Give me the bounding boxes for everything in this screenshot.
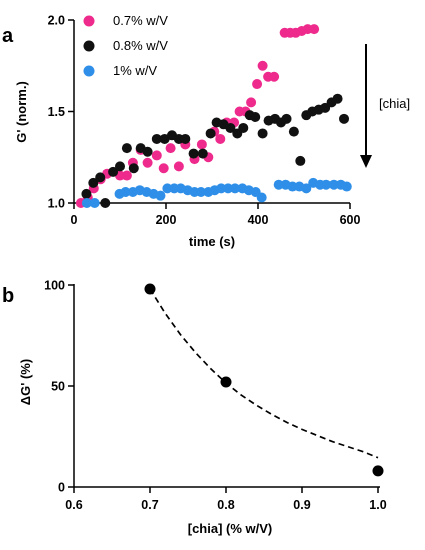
panel-b-label: b [2, 285, 14, 307]
data-point-series-2 [273, 179, 284, 190]
arrow-head-icon [360, 155, 372, 168]
data-point-series-2 [321, 179, 332, 190]
panel-b-y-tick-label: 100 [44, 279, 65, 293]
panel-a-y-tick-label: 2.0 [48, 14, 65, 28]
panel-b-x-tick-label: 0.9 [293, 498, 310, 512]
data-point-series-0 [121, 170, 132, 181]
panel-b-y-tick-label: 50 [51, 380, 65, 394]
chia-annotation-label: [chia] [379, 96, 410, 111]
data-point-series-1 [238, 122, 249, 133]
panel-b-x-tick-label: 0.8 [217, 498, 234, 512]
data-point-series-2 [155, 190, 166, 201]
data-point-series-1 [188, 148, 199, 159]
legend-marker-0p7 [83, 15, 95, 27]
panel-b-y-tick-label: 0 [58, 481, 65, 495]
data-point-series-1 [281, 113, 292, 124]
data-point-series-0 [257, 60, 268, 71]
data-point-series-2 [256, 192, 267, 203]
data-point-series-2 [162, 183, 173, 194]
data-point-series-2 [341, 181, 352, 192]
panel-b: b 0.6 0.7 0.8 0.9 1.0 0 50 100 ΔG' (%) [chia] (… [2, 279, 387, 537]
data-point-series-0 [173, 161, 184, 172]
data-point-series-1 [151, 133, 162, 144]
data-point-series-0 [165, 143, 176, 154]
legend-marker-1p0 [83, 65, 95, 77]
data-point-series-1 [288, 126, 299, 137]
data-point-series-1 [295, 155, 306, 166]
panel-a-ticks: 0 200 400 600 1.0 1.5 2.0 [48, 14, 361, 228]
panel-a-x-tick-label: 0 [71, 213, 78, 227]
data-point-series-1 [88, 177, 99, 188]
data-point-series-2 [287, 181, 298, 192]
data-point-series-1 [81, 188, 92, 199]
data-point-series-1 [128, 163, 139, 174]
legend-label-0p8: 0.8% w/V [113, 38, 168, 53]
legend-label-0p7: 0.7% w/V [113, 13, 168, 28]
panel-a: a 0 200 400 600 1.0 1.5 2.0 G' (norm.) time (s… [2, 13, 410, 249]
panel-b-x-axis-title: [chia] (% w/V) [188, 521, 273, 536]
data-point-series-0 [252, 79, 263, 90]
panel-a-x-tick-label: 400 [248, 213, 269, 227]
panel-a-y-tick-label: 1.5 [48, 105, 65, 119]
data-point [372, 465, 384, 477]
data-point-series-1 [180, 133, 191, 144]
data-point-series-1 [142, 146, 153, 157]
data-point-series-2 [223, 183, 234, 194]
data-point-series-0 [309, 24, 320, 35]
data-point-series-2 [81, 198, 92, 208]
panel-a-x-tick-label: 600 [340, 213, 361, 227]
data-point [220, 376, 232, 388]
data-point-series-2 [230, 183, 240, 194]
panel-a-points [75, 24, 352, 208]
data-point-series-1 [121, 143, 132, 154]
legend-marker-0p8 [83, 40, 95, 52]
data-point-series-1 [108, 166, 119, 177]
panel-b-ticks: 0.6 0.7 0.8 0.9 1.0 0 50 100 [44, 279, 387, 513]
data-point-series-0 [246, 97, 257, 108]
panel-b-points [144, 283, 384, 477]
panel-b-y-axis-title: ΔG' (%) [18, 359, 33, 405]
chia-arrow-annotation: [chia] [360, 44, 410, 168]
data-point-series-1 [115, 161, 125, 172]
data-point-series-2 [301, 183, 312, 194]
panel-b-x-tick-label: 0.6 [65, 498, 82, 512]
panel-a-x-tick-label: 200 [156, 213, 177, 227]
data-point-series-1 [225, 122, 236, 133]
data-point-series-1 [257, 128, 268, 139]
panel-a-x-axis-title: time (s) [189, 234, 235, 249]
data-point-series-2 [328, 179, 339, 190]
data-point-series-1 [95, 172, 106, 183]
data-point-series-2 [89, 198, 100, 208]
data-point-series-1 [250, 111, 261, 122]
data-point [144, 283, 156, 295]
legend-label-1p0: 1% w/V [113, 63, 157, 78]
panel-b-x-tick-label: 1.0 [369, 498, 386, 512]
panel-b-fit-curve [149, 288, 379, 459]
panel-a-y-axis-title: G' (norm.) [14, 81, 29, 143]
data-point-series-2 [120, 187, 131, 198]
data-point-series-1 [197, 148, 208, 159]
data-point-series-2 [216, 183, 227, 194]
data-point-series-1 [332, 93, 343, 104]
data-point-series-0 [158, 163, 169, 174]
panel-a-label: a [2, 25, 14, 47]
data-point-series-1 [339, 113, 350, 124]
panel-a-legend: 0.7% w/V 0.8% w/V 1% w/V [83, 13, 168, 78]
data-point-series-2 [195, 187, 206, 198]
data-point-series-0 [215, 133, 226, 144]
panel-a-y-tick-label: 1.0 [48, 197, 65, 211]
data-point-series-0 [151, 150, 162, 161]
data-point-series-1 [100, 198, 111, 208]
data-point-series-1 [205, 128, 216, 139]
data-point-series-0 [269, 71, 280, 82]
panel-b-x-tick-label: 0.7 [141, 498, 158, 512]
data-point-series-0 [196, 139, 207, 150]
data-point-series-0 [142, 157, 153, 168]
